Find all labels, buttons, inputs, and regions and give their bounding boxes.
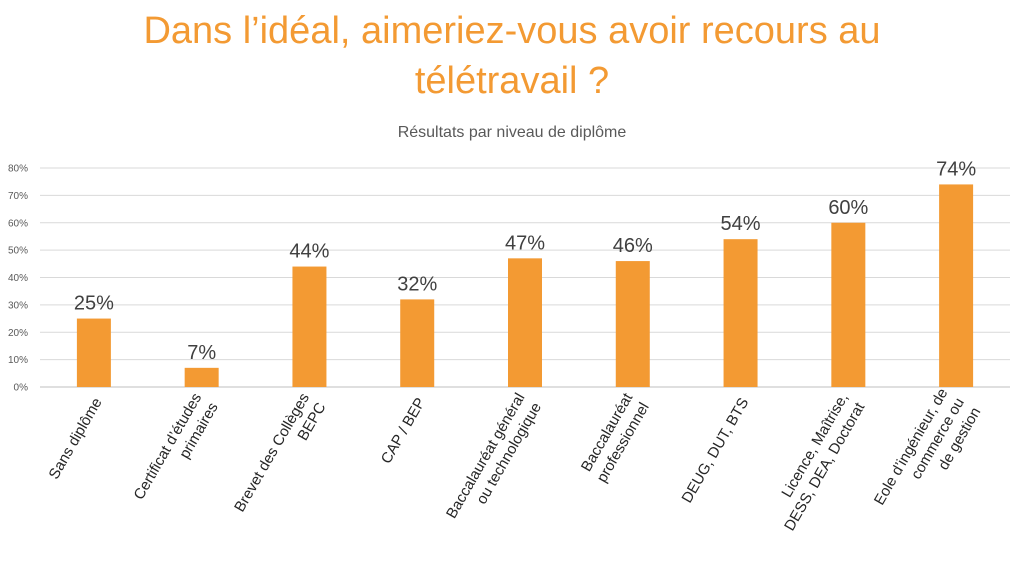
data-label: 44% (289, 241, 329, 263)
data-label: 74% (936, 158, 976, 180)
category-label: Baccalauréatprofessionnel (577, 390, 653, 486)
category-label: DEUG, DUT, BTS (678, 395, 752, 506)
data-label: 32% (397, 273, 437, 295)
category-label-line: CAP / BEP (378, 395, 429, 467)
y-tick-label: 80% (8, 164, 28, 175)
data-label: 7% (187, 342, 216, 364)
chart-title-line-1: Dans l’idéal, aimeriez-vous avoir recour… (143, 10, 881, 52)
y-tick-label: 10% (8, 355, 28, 366)
y-tick-label: 60% (8, 218, 28, 229)
bar (184, 367, 219, 387)
bar (615, 261, 650, 387)
chart-title-line-2: télétravail ? (414, 60, 610, 102)
category-label-line: DEUG, DUT, BTS (678, 395, 752, 506)
data-label: 60% (828, 197, 868, 219)
category-label-line: Sans diplôme (46, 395, 106, 482)
category-label-line: Brevet des Collèges (231, 390, 313, 515)
y-tick-label: 70% (8, 191, 28, 202)
category-label: Eole d’ingénieur, decommerce oude gestio… (871, 386, 985, 528)
data-label: 25% (74, 293, 114, 315)
category-label: Brevet des CollègesBEPC (231, 390, 329, 524)
chart-subtitle: Résultats par niveau de diplôme (397, 124, 627, 141)
category-label: CAP / BEP (378, 395, 429, 467)
chart-title: Dans l’idéal, aimeriez-vous avoir recour… (0, 6, 1024, 106)
category-label: Certificat d’étudesprimaires (130, 390, 221, 512)
data-label: 54% (721, 213, 761, 235)
category-label: Licence, Maîtrise,DESS, DEA, Doctorat (765, 390, 869, 534)
bar (939, 184, 974, 387)
y-tick-label: 50% (8, 246, 28, 257)
bar (76, 318, 111, 387)
category-label: Sans diplôme (46, 395, 106, 482)
y-tick-label: 40% (8, 273, 28, 284)
data-label: 46% (613, 235, 653, 257)
bar (292, 266, 327, 387)
bar (723, 239, 758, 387)
category-label: Baccalauréat généralou technologique (443, 390, 545, 531)
y-tick-label: 0% (14, 383, 29, 394)
data-label: 47% (505, 232, 545, 254)
y-tick-label: 20% (8, 328, 28, 339)
bar (508, 258, 542, 387)
bar (400, 299, 435, 387)
y-tick-label: 30% (8, 300, 28, 311)
bar (831, 222, 866, 387)
